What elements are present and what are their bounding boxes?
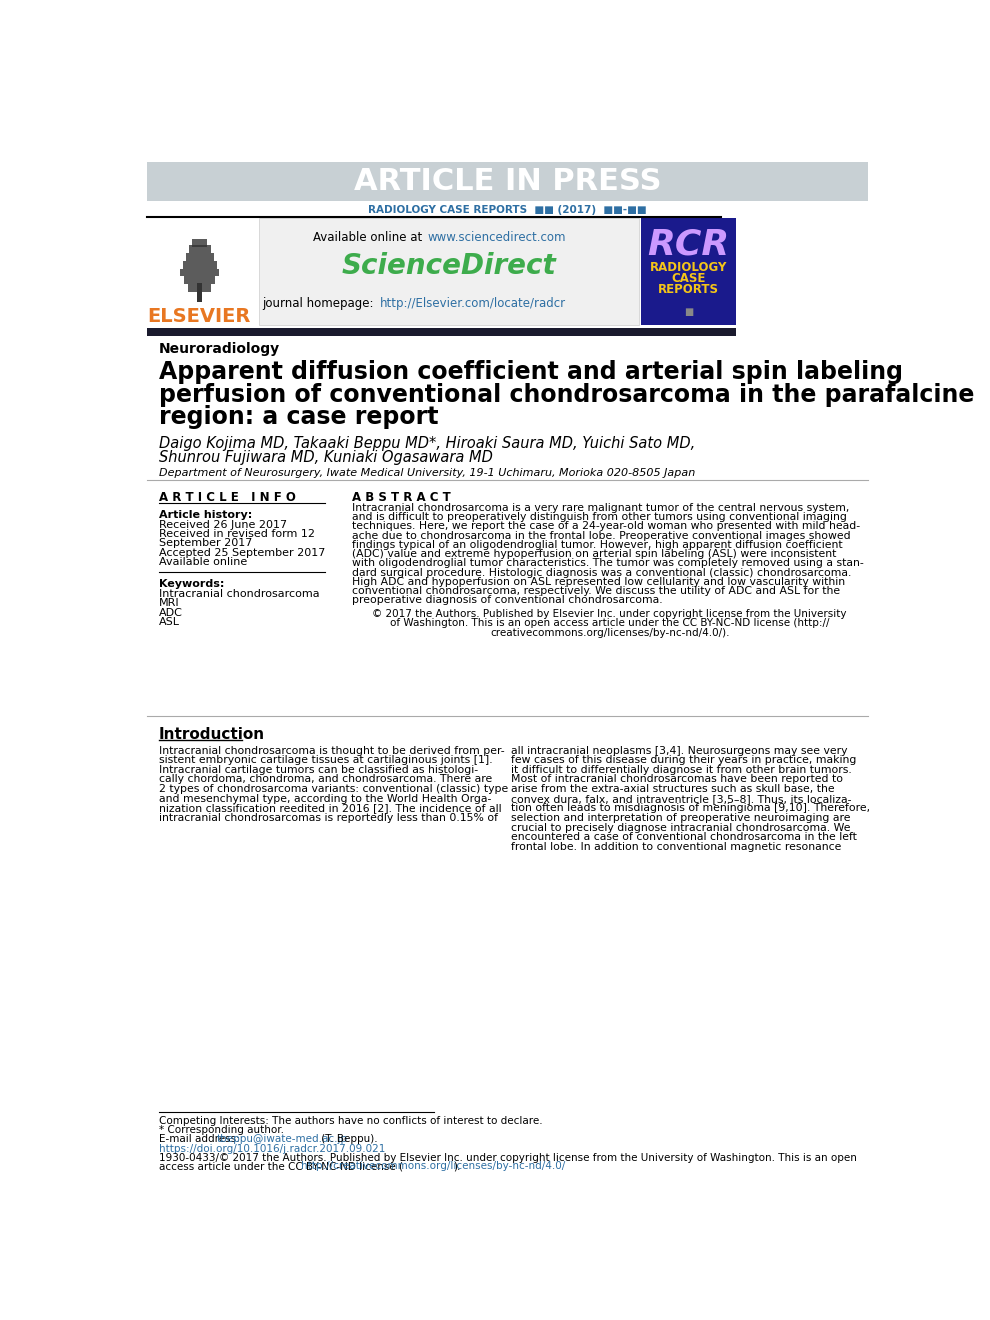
Text: tbeppu@iwate-med.ac.jp: tbeppu@iwate-med.ac.jp (217, 1134, 347, 1144)
Text: September 2017: September 2017 (158, 539, 252, 548)
Bar (188, 284, 211, 292)
Bar (259, 218, 640, 325)
Bar (180, 268, 219, 276)
Text: Most of intracranial chondrosarcomas have been reported to: Most of intracranial chondrosarcomas hav… (511, 775, 843, 784)
Text: Competing Interests: The authors have no conflicts of interest to declare.: Competing Interests: The authors have no… (158, 1115, 543, 1126)
Text: findings typical of an oligodendroglial tumor. However, high apparent diffusion : findings typical of an oligodendroglial … (352, 540, 843, 550)
Text: ELSEVIER: ELSEVIER (148, 306, 250, 326)
Text: http://creativecommons.org/licenses/by-nc-nd/4.0/: http://creativecommons.org/licenses/by-n… (301, 1162, 565, 1171)
Text: Received 26 June 2017: Received 26 June 2017 (158, 520, 287, 529)
Text: Intracranial chondrosarcoma is thought to be derived from per-: Intracranial chondrosarcoma is thought t… (158, 746, 504, 755)
Text: Introduction: Introduction (158, 727, 264, 742)
Text: ARTICLE IN PRESS: ARTICLE IN PRESS (353, 168, 661, 195)
Text: sistent embryonic cartilage tissues at cartilaginous joints [1].: sistent embryonic cartilage tissues at c… (158, 755, 492, 766)
Text: (ADC) value and extreme hypoperfusion on arterial spin labeling (ASL) were incon: (ADC) value and extreme hypoperfusion on… (352, 549, 837, 560)
Text: A R T I C L E   I N F O: A R T I C L E I N F O (158, 491, 295, 504)
Text: with oligodendroglial tumor characteristics. The tumor was completely removed us: with oligodendroglial tumor characterist… (352, 558, 864, 569)
Text: CASE: CASE (671, 272, 706, 285)
Bar (182, 261, 217, 268)
Text: perfusion of conventional chondrosarcoma in the parafalcine: perfusion of conventional chondrosarcoma… (158, 383, 974, 407)
Text: encountered a case of conventional chondrosarcoma in the left: encountered a case of conventional chond… (511, 832, 857, 842)
Bar (147, 218, 259, 325)
Text: preoperative diagnosis of conventional chondrosarcoma.: preoperative diagnosis of conventional c… (352, 595, 663, 606)
Text: intracranial chondrosarcomas is reportedly less than 0.15% of: intracranial chondrosarcomas is reported… (158, 813, 498, 822)
Text: frontal lobe. In addition to conventional magnetic resonance: frontal lobe. In addition to conventiona… (511, 842, 842, 851)
Text: http://Elsevier.com/locate/radcr: http://Elsevier.com/locate/radcr (379, 297, 565, 310)
Text: it difficult to differentially diagnose it from other brain tumors.: it difficult to differentially diagnose … (511, 764, 852, 775)
Text: A B S T R A C T: A B S T R A C T (352, 491, 451, 504)
Text: convex dura, falx, and intraventricle [3,5–8]. Thus, its localiza-: convex dura, falx, and intraventricle [3… (511, 793, 851, 804)
Text: Intracranial chondrosarcoma: Intracranial chondrosarcoma (158, 589, 319, 599)
Text: region: a case report: region: a case report (158, 405, 439, 429)
Text: Intracranial chondrosarcoma is a very rare malignant tumor of the central nervou: Intracranial chondrosarcoma is a very ra… (352, 503, 849, 513)
Text: 2 types of chondrosarcoma variants: conventional (classic) type: 2 types of chondrosarcoma variants: conv… (158, 784, 508, 795)
Text: Apparent diffusion coefficient and arterial spin labeling: Apparent diffusion coefficient and arter… (158, 360, 903, 384)
Text: of Washington. This is an open access article under the CC BY-NC-ND license (htt: of Washington. This is an open access ar… (390, 619, 830, 628)
Text: few cases of this disease during their years in practice, making: few cases of this disease during their y… (511, 755, 856, 766)
Text: cally chordoma, chondroma, and chondrosarcoma. There are: cally chordoma, chondroma, and chondrosa… (158, 775, 492, 784)
Text: dard surgical procedure. Histologic diagnosis was a conventional (classic) chond: dard surgical procedure. Histologic diag… (352, 568, 851, 578)
Bar (186, 253, 214, 261)
Text: nization classification reedited in 2016 [2]. The incidence of all: nization classification reedited in 2016… (158, 804, 501, 813)
Text: Available online: Available online (158, 557, 247, 566)
Bar (197, 284, 202, 302)
Text: (T. Beppu).: (T. Beppu). (318, 1134, 377, 1144)
Text: ache due to chondrosarcoma in the frontal lobe. Preoperative conventional images: ache due to chondrosarcoma in the fronta… (352, 531, 851, 541)
Text: and mesenchymal type, according to the World Health Orga-: and mesenchymal type, according to the W… (158, 793, 491, 804)
Text: RADIOLOGY CASE REPORTS  ■■ (2017)  ■■-■■: RADIOLOGY CASE REPORTS ■■ (2017) ■■-■■ (368, 205, 646, 215)
Bar (184, 276, 215, 284)
Text: Daigo Kojima MD, Takaaki Beppu MD*, Hiroaki Saura MD, Yuichi Sato MD,: Daigo Kojima MD, Takaaki Beppu MD*, Hiro… (158, 436, 695, 451)
Text: MRI: MRI (158, 598, 179, 609)
Text: conventional chondrosarcoma, respectively. We discuss the utility of ADC and ASL: conventional chondrosarcoma, respectivel… (352, 586, 841, 597)
Text: www.sciencedirect.com: www.sciencedirect.com (428, 231, 566, 244)
Bar (147, 162, 868, 201)
Text: and is difficult to preoperatively distinguish from other tumors using conventio: and is difficult to preoperatively disti… (352, 512, 847, 523)
Text: ASL: ASL (158, 616, 179, 627)
Text: Accepted 25 September 2017: Accepted 25 September 2017 (158, 548, 325, 557)
Text: ScienceDirect: ScienceDirect (342, 252, 556, 280)
Text: all intracranial neoplasms [3,4]. Neurosurgeons may see very: all intracranial neoplasms [3,4]. Neuros… (511, 746, 847, 755)
Text: REPORTS: REPORTS (658, 282, 719, 296)
Text: ).: ). (453, 1162, 460, 1171)
Bar (642, 218, 736, 325)
Text: Article history:: Article history: (158, 510, 251, 520)
Text: tion often leads to misdiagnosis of meningioma [9,10]. Therefore,: tion often leads to misdiagnosis of meni… (511, 804, 870, 813)
Text: techniques. Here, we report the case of a 24-year-old woman who presented with m: techniques. Here, we report the case of … (352, 521, 860, 532)
Bar (147, 327, 736, 337)
Text: RCR: RCR (647, 227, 730, 261)
Bar (189, 246, 211, 253)
Text: © 2017 the Authors. Published by Elsevier Inc. under copyright license from the : © 2017 the Authors. Published by Elsevie… (372, 610, 846, 619)
Text: ADC: ADC (158, 607, 182, 618)
Text: creativecommons.org/licenses/by-nc-nd/4.0/).: creativecommons.org/licenses/by-nc-nd/4.… (490, 628, 730, 638)
Text: Department of Neurosurgery, Iwate Medical University, 19-1 Uchimaru, Morioka 020: Department of Neurosurgery, Iwate Medica… (158, 467, 695, 478)
Text: Keywords:: Keywords: (158, 579, 224, 589)
Text: journal homepage:: journal homepage: (262, 297, 378, 310)
Text: selection and interpretation of preoperative neuroimaging are: selection and interpretation of preopera… (511, 813, 850, 822)
Text: arise from the extra-axial structures such as skull base, the: arise from the extra-axial structures su… (511, 784, 835, 795)
Text: E-mail address:: E-mail address: (158, 1134, 243, 1144)
Text: crucial to precisely diagnose intracranial chondrosarcoma. We: crucial to precisely diagnose intracrani… (511, 822, 850, 833)
Text: * Corresponding author.: * Corresponding author. (158, 1125, 283, 1135)
Text: Available online at: Available online at (313, 231, 426, 244)
Text: Intracranial cartilage tumors can be classified as histologi-: Intracranial cartilage tumors can be cla… (158, 764, 478, 775)
Text: https://doi.org/10.1016/j.radcr.2017.09.021: https://doi.org/10.1016/j.radcr.2017.09.… (158, 1143, 385, 1154)
Text: Shunrou Fujiwara MD, Kuniaki Ogasawara MD: Shunrou Fujiwara MD, Kuniaki Ogasawara M… (158, 450, 492, 465)
Text: Received in revised form 12: Received in revised form 12 (158, 529, 315, 539)
Text: ■: ■ (684, 308, 693, 317)
Text: RADIOLOGY: RADIOLOGY (650, 261, 728, 275)
Text: High ADC and hypoperfusion on ASL represented low cellularity and low vascularit: High ADC and hypoperfusion on ASL repres… (352, 577, 845, 587)
Bar (192, 239, 208, 247)
Text: access article under the CC BY-NC-ND license (: access article under the CC BY-NC-ND lic… (158, 1162, 403, 1171)
Text: 1930-0433/© 2017 the Authors. Published by Elsevier Inc. under copyright license: 1930-0433/© 2017 the Authors. Published … (158, 1152, 856, 1163)
Text: Neuroradiology: Neuroradiology (158, 342, 280, 356)
